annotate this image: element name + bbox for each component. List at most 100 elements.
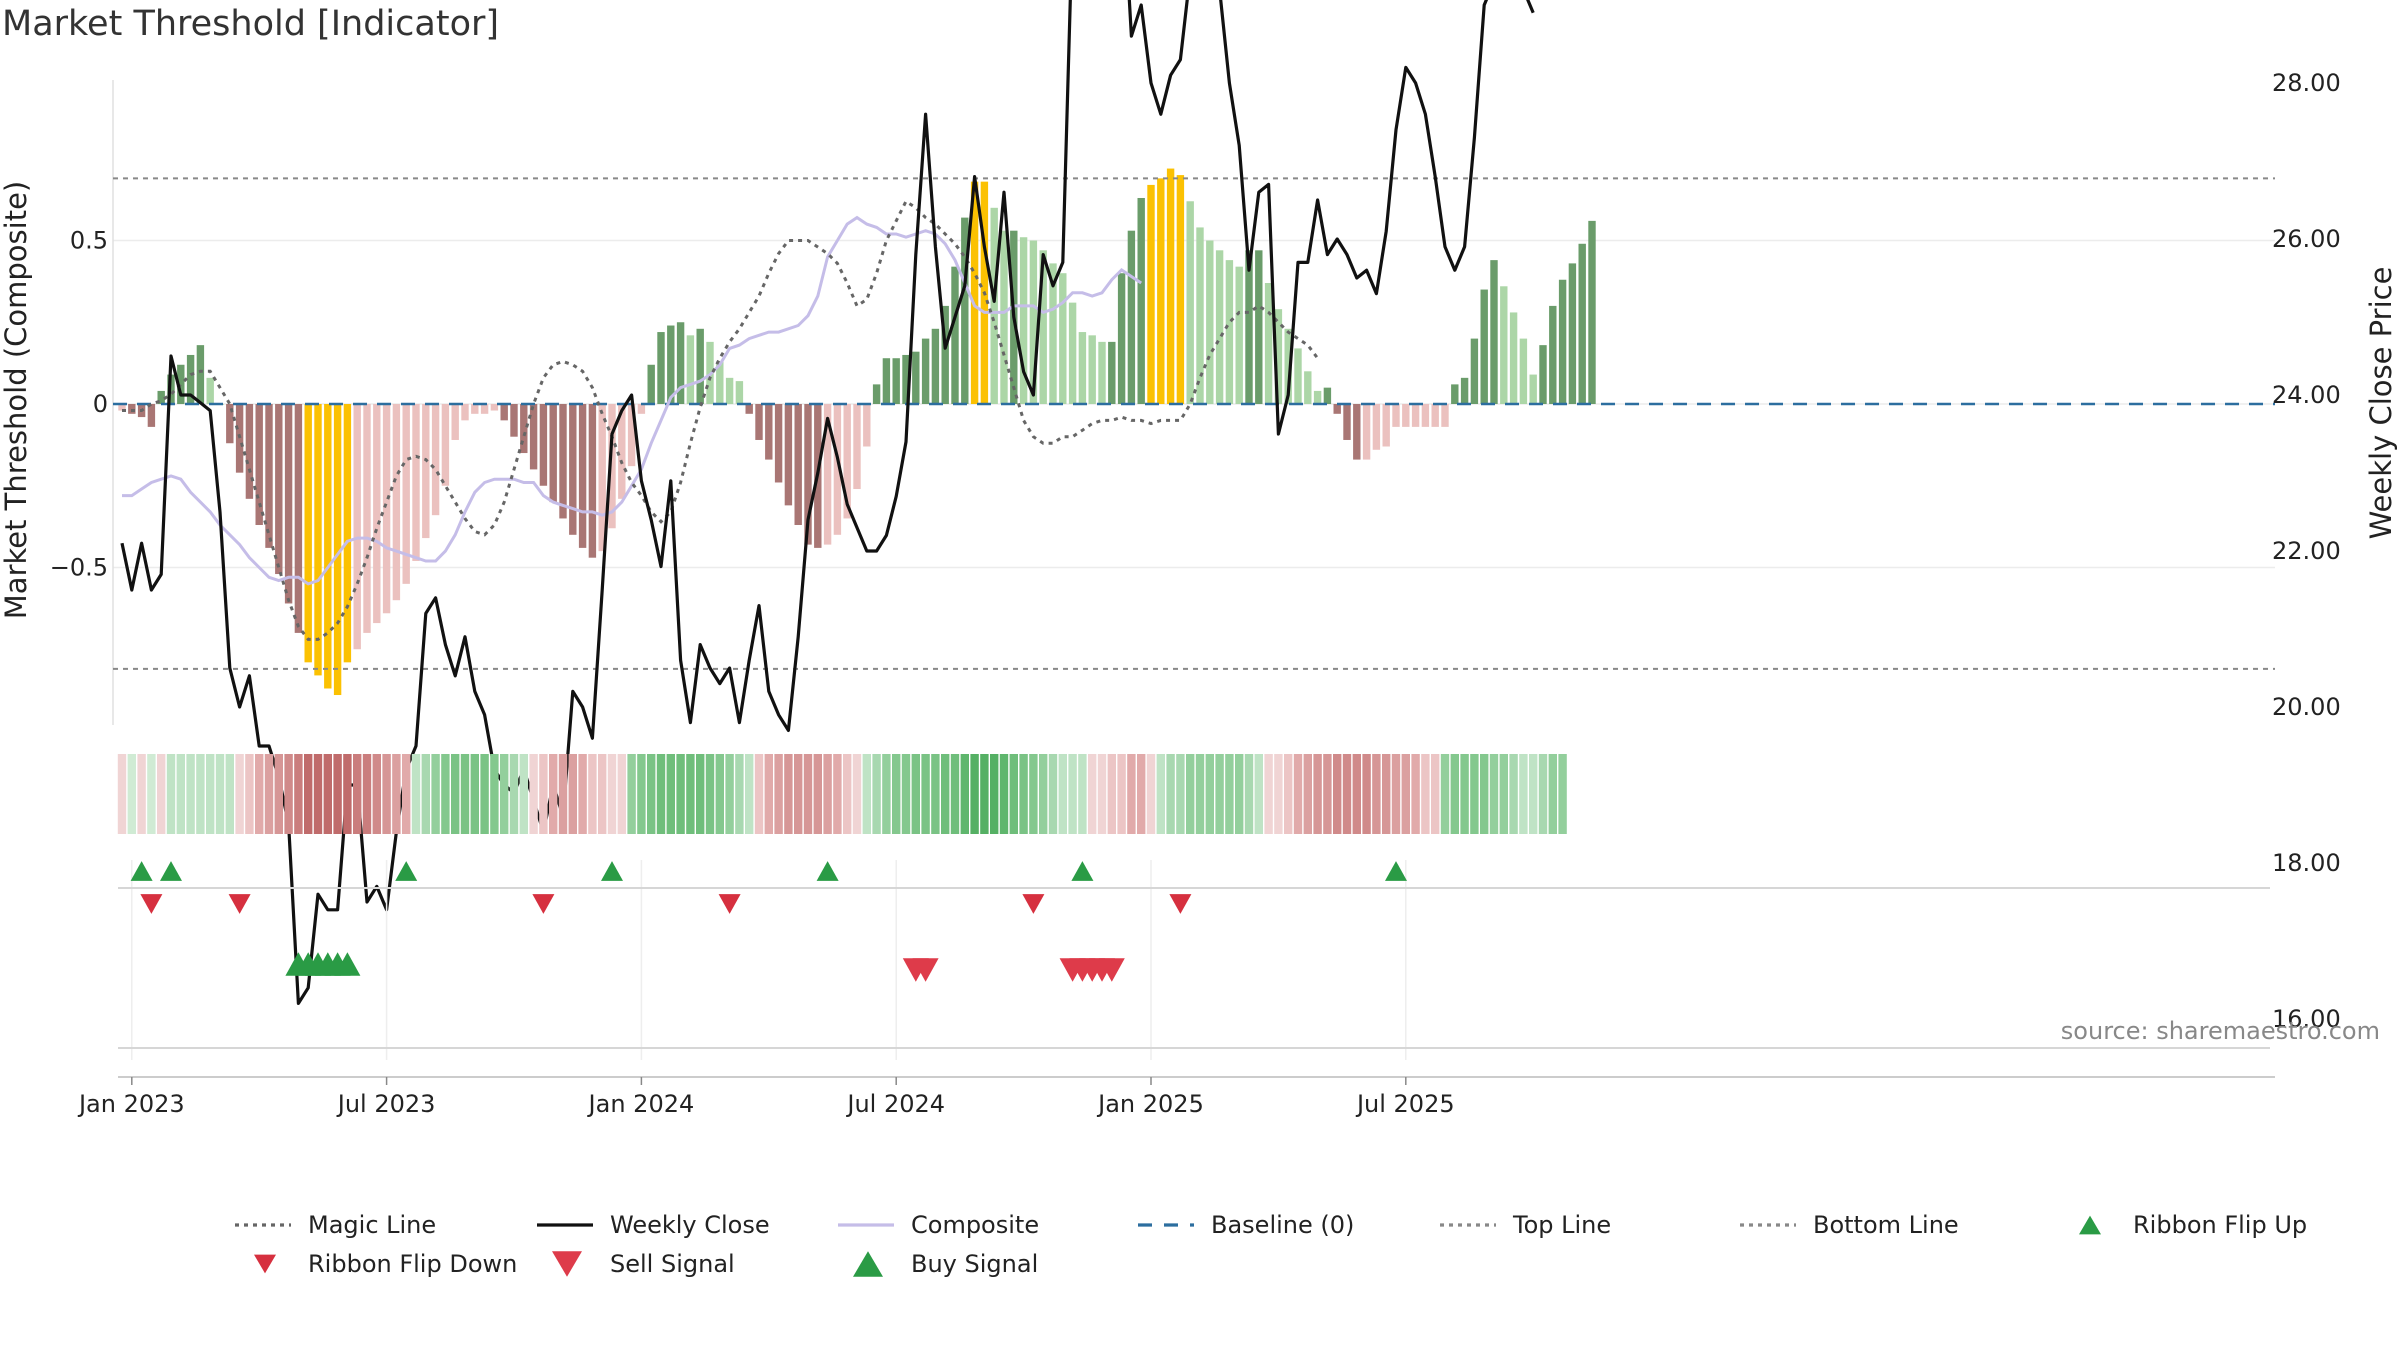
composite-bar (1431, 404, 1439, 427)
ribbon-cell (343, 754, 352, 834)
composite-bar (921, 338, 930, 404)
ribbon-cell (1362, 754, 1371, 834)
ribbon-cell (901, 754, 911, 834)
composite-bar (353, 404, 361, 650)
ribbon-cell (1078, 754, 1087, 834)
ribbon-cell (1489, 754, 1499, 834)
legend-item: Buy Signal (853, 1250, 1038, 1278)
composite-bar (970, 181, 979, 404)
legend-swatch (853, 1251, 883, 1277)
composite-bar (872, 384, 881, 404)
ribbon-cell (598, 754, 607, 834)
composite-bar (1333, 404, 1341, 414)
composite-bar (490, 404, 499, 411)
ribbon-cell (509, 754, 519, 834)
ribbon-cell (754, 754, 764, 834)
ribbon-cell (392, 754, 401, 834)
ribbon-cell (1048, 754, 1058, 834)
ribbon-cell (1450, 754, 1459, 834)
ribbon-cell (1117, 754, 1126, 834)
composite-bar (1470, 338, 1479, 404)
ribbon-cell (255, 754, 264, 834)
ribbon-cell (588, 754, 597, 834)
composite-bar (755, 404, 763, 440)
composite-bar (520, 404, 528, 454)
ribbon-cell (705, 754, 715, 834)
composite-bar (1313, 390, 1322, 404)
ribbon-cell (1235, 754, 1244, 834)
composite-bar (431, 404, 440, 516)
composite-bar (294, 404, 303, 633)
ribbon-cell (1058, 754, 1067, 834)
composite-bar (1529, 374, 1537, 404)
legend-item: Composite (838, 1211, 1039, 1239)
composite-bar (657, 332, 665, 404)
ribbon-cell (1274, 754, 1283, 834)
ribbon-cell (745, 754, 754, 834)
legend-swatch (2079, 1215, 2101, 1235)
composite-bar (794, 404, 802, 525)
ribbon-cell (166, 754, 176, 834)
composite-bar (1147, 184, 1155, 404)
x-tick-label: Jul 2024 (845, 1090, 945, 1118)
ribbon-cell (1195, 754, 1205, 834)
ribbon-cell (1372, 754, 1381, 834)
legend-label: Ribbon Flip Down (308, 1250, 517, 1278)
composite-bar (1196, 227, 1204, 404)
composite-bar (1343, 404, 1351, 440)
ribbon-cell (921, 754, 930, 834)
ribbon-flip-down-marker (228, 894, 251, 914)
legend-item: Sell Signal (552, 1250, 735, 1278)
ribbon-cell (931, 754, 940, 834)
ribbon-cell (872, 754, 881, 834)
composite-bar (118, 404, 126, 411)
composite-bar (1176, 175, 1185, 404)
composite-bar (627, 404, 636, 467)
composite-bar (196, 345, 205, 404)
ribbon-flip-down-marker (1022, 894, 1045, 914)
right-tick-label: 24.00 (2272, 381, 2341, 409)
composite-bar (1117, 273, 1126, 404)
ribbon-cell (696, 754, 705, 834)
ribbon-flip-up-marker (1385, 861, 1407, 881)
composite-bar (1421, 404, 1430, 427)
legend-label: Bottom Line (1813, 1211, 1959, 1239)
composite-bar (1588, 220, 1596, 404)
ribbon-cell (833, 754, 842, 834)
ribbon-cell (1382, 754, 1391, 834)
left-tick-label: −0.5 (50, 554, 108, 582)
composite-bar (1215, 250, 1224, 404)
ribbon-cell (862, 754, 871, 834)
composite-bar (1578, 243, 1586, 404)
composite-bar (343, 404, 352, 663)
composite-bar (1353, 404, 1361, 460)
ribbon-cell (1088, 754, 1097, 834)
composite-bar (255, 404, 263, 525)
ribbon-cell (225, 754, 234, 834)
ribbon-flip-down-marker (532, 894, 555, 914)
ribbon-cell (970, 754, 979, 834)
chart-title: Market Threshold [Indicator] (2, 4, 500, 44)
ribbon-cell (607, 754, 617, 834)
ribbon-cell (539, 754, 548, 834)
composite-bar (363, 404, 371, 633)
ribbon-cell (274, 754, 283, 834)
composite-bar (235, 404, 244, 473)
ribbon-cell (647, 754, 656, 834)
left-tick-label: 0 (93, 390, 108, 418)
ribbon-cell (264, 754, 274, 834)
composite-bar (598, 404, 606, 552)
ribbon-cell (823, 754, 832, 834)
composite-bar (637, 404, 646, 414)
ribbon-cell (1313, 754, 1322, 834)
ribbon-cell (1009, 754, 1018, 834)
ribbon-cell (558, 754, 568, 834)
ribbon-cell (1225, 754, 1234, 834)
composite-bar (1392, 404, 1400, 427)
composite-bar (1519, 338, 1528, 404)
ribbon-cell (882, 754, 891, 834)
right-axis-title: Weekly Close Price (2364, 267, 2398, 540)
ribbon-cell (353, 754, 362, 834)
composite-bar (1539, 345, 1547, 404)
